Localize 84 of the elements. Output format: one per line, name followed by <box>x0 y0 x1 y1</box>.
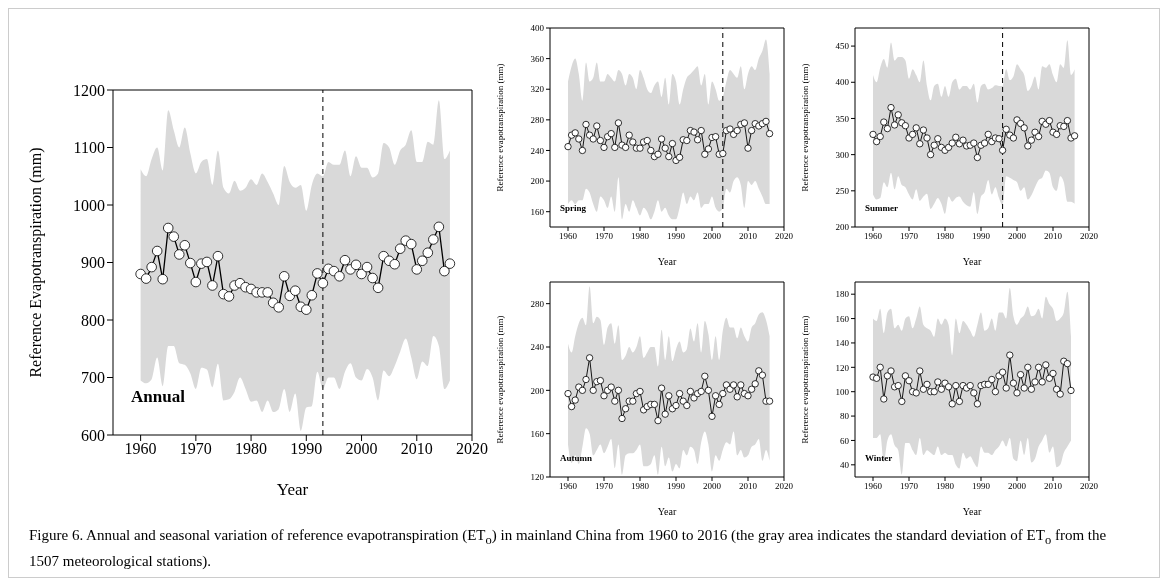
x-tick-label: 2020 <box>456 440 488 458</box>
x-tick-label: 2010 <box>739 231 758 242</box>
x-tick-label: 2020 <box>1080 231 1099 242</box>
y-tick-label: 120 <box>835 362 850 373</box>
x-tick-label: 2000 <box>703 231 722 242</box>
annotation: Autumn <box>560 453 593 463</box>
x-tick-label: 1980 <box>631 481 650 492</box>
y-tick-label: 80 <box>840 411 850 422</box>
x-tick-label: 1960 <box>559 481 578 492</box>
y-tick-label: 240 <box>530 145 545 156</box>
annotation: Summer <box>865 203 898 213</box>
x-tick-label: 1990 <box>972 231 991 242</box>
x-tick-label: 1960 <box>864 231 883 242</box>
x-tick-label: 1990 <box>667 231 686 242</box>
x-tick-label: 2000 <box>703 481 722 492</box>
y-tick-label: 320 <box>530 84 545 95</box>
x-axis-title: Year <box>962 506 982 517</box>
x-tick-label: 2010 <box>400 440 433 458</box>
y-axis-title: Reference Evapotranspiration (mm) <box>26 147 45 378</box>
y-tick-label: 200 <box>835 222 850 233</box>
y-tick-label: 700 <box>81 369 105 387</box>
y-tick-label: 250 <box>835 186 850 197</box>
x-tick-label: 1980 <box>936 231 955 242</box>
annotation: Spring <box>560 203 587 213</box>
x-tick-label: 2010 <box>1044 481 1063 492</box>
x-tick-label: 1960 <box>559 231 578 242</box>
y-axis-title: Reference evapotranspiration (mm) <box>800 315 811 444</box>
y-tick-label: 400 <box>835 77 850 88</box>
x-tick-label: 1980 <box>936 481 955 492</box>
x-tick-label: 1960 <box>864 481 883 492</box>
x-axis-title: Year <box>276 480 309 499</box>
x-tick-label: 2000 <box>1008 231 1027 242</box>
y-tick-label: 160 <box>835 313 850 324</box>
y-axis-title: Reference evapotranspiration (mm) <box>800 63 811 192</box>
x-tick-label: 2020 <box>775 481 794 492</box>
y-tick-label: 360 <box>530 53 545 64</box>
x-tick-label: 2010 <box>739 481 758 492</box>
x-tick-label: 2020 <box>775 231 794 242</box>
y-tick-label: 100 <box>835 386 850 397</box>
y-tick-label: 120 <box>530 472 545 483</box>
x-tick-label: 1970 <box>595 231 614 242</box>
text: Figure 6. Annual and seasonal variation of reference evapotranspiration (ET$_{o}$) in mainland China from 1960 to 2016 (the gray area indicates the standard deviation of ET$_{o}$ from the 1507 meteorological stations). <box>29 527 1107 569</box>
y-tick-label: 160 <box>530 206 545 217</box>
y-tick-label: 450 <box>835 41 850 52</box>
y-tick-label: 1200 <box>73 81 105 99</box>
x-tick-label: 1970 <box>900 481 919 492</box>
y-tick-label: 280 <box>530 115 545 126</box>
x-tick-label: 1970 <box>179 440 212 458</box>
x-tick-label: 1990 <box>290 440 323 458</box>
y-tick-label: 60 <box>840 435 850 446</box>
y-tick-label: 200 <box>530 176 545 187</box>
x-tick-label: 2010 <box>1044 231 1063 242</box>
y-tick-label: 180 <box>835 289 850 300</box>
annotation: Annual <box>131 387 185 407</box>
x-tick-label: 1960 <box>124 440 157 458</box>
y-tick-label: 200 <box>530 385 545 396</box>
y-tick-label: 800 <box>81 311 105 329</box>
y-tick-label: 160 <box>530 428 545 439</box>
x-tick-label: 1970 <box>900 231 919 242</box>
x-tick-label: 1990 <box>972 481 991 492</box>
annotation: Winter <box>865 453 893 463</box>
x-axis-title: Year <box>657 506 677 517</box>
y-tick-label: 900 <box>81 254 105 272</box>
y-tick-label: 400 <box>530 23 545 34</box>
y-axis-title: Reference evapotranspiration (mm) <box>495 315 506 444</box>
x-tick-label: 1980 <box>235 440 268 458</box>
x-tick-label: 2020 <box>1080 481 1099 492</box>
x-tick-label: 1980 <box>631 231 650 242</box>
y-tick-label: 600 <box>81 426 105 444</box>
x-tick-label: 2000 <box>1008 481 1027 492</box>
y-tick-label: 1100 <box>73 139 105 157</box>
x-axis-title: Year <box>657 256 677 267</box>
y-tick-label: 300 <box>835 149 850 160</box>
x-tick-label: 2000 <box>345 440 378 458</box>
y-tick-label: 350 <box>835 113 850 124</box>
x-tick-label: 1990 <box>667 481 686 492</box>
y-tick-label: 280 <box>530 298 545 309</box>
y-tick-label: 1000 <box>73 196 105 214</box>
y-tick-label: 240 <box>530 342 545 353</box>
y-axis-title: Reference evapotranspiration (mm) <box>495 63 506 192</box>
y-tick-label: 40 <box>840 460 850 471</box>
x-axis-title: Year <box>962 256 982 267</box>
y-tick-label: 140 <box>835 338 850 349</box>
x-tick-label: 1970 <box>595 481 614 492</box>
